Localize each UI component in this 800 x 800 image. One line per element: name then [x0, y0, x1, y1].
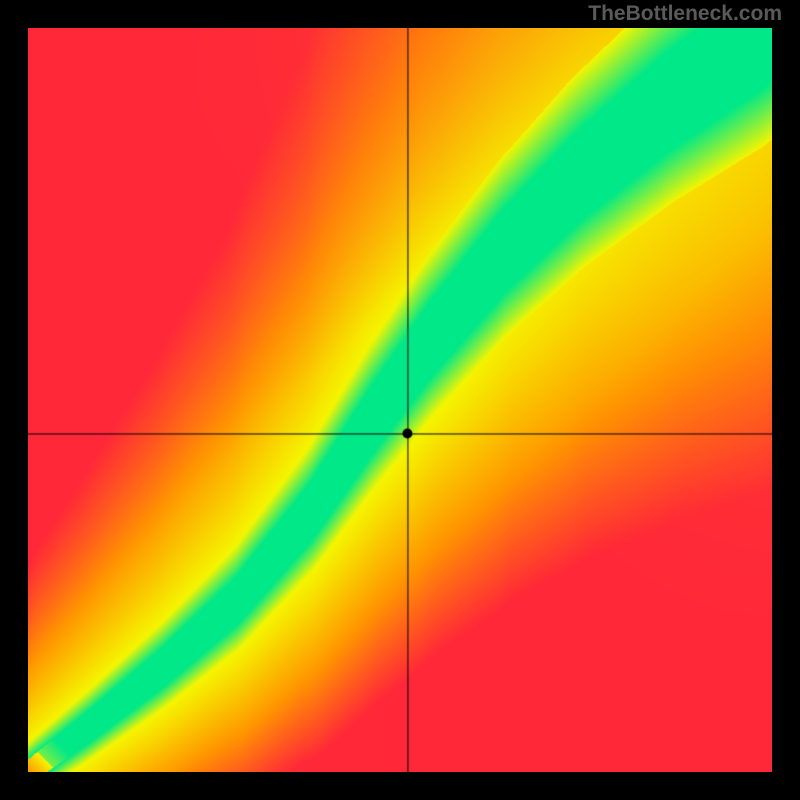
- attribution-text: TheBottleneck.com: [588, 2, 782, 26]
- chart-container: TheBottleneck.com: [0, 0, 800, 800]
- plot-area: [28, 28, 772, 772]
- heatmap-canvas: [28, 28, 772, 772]
